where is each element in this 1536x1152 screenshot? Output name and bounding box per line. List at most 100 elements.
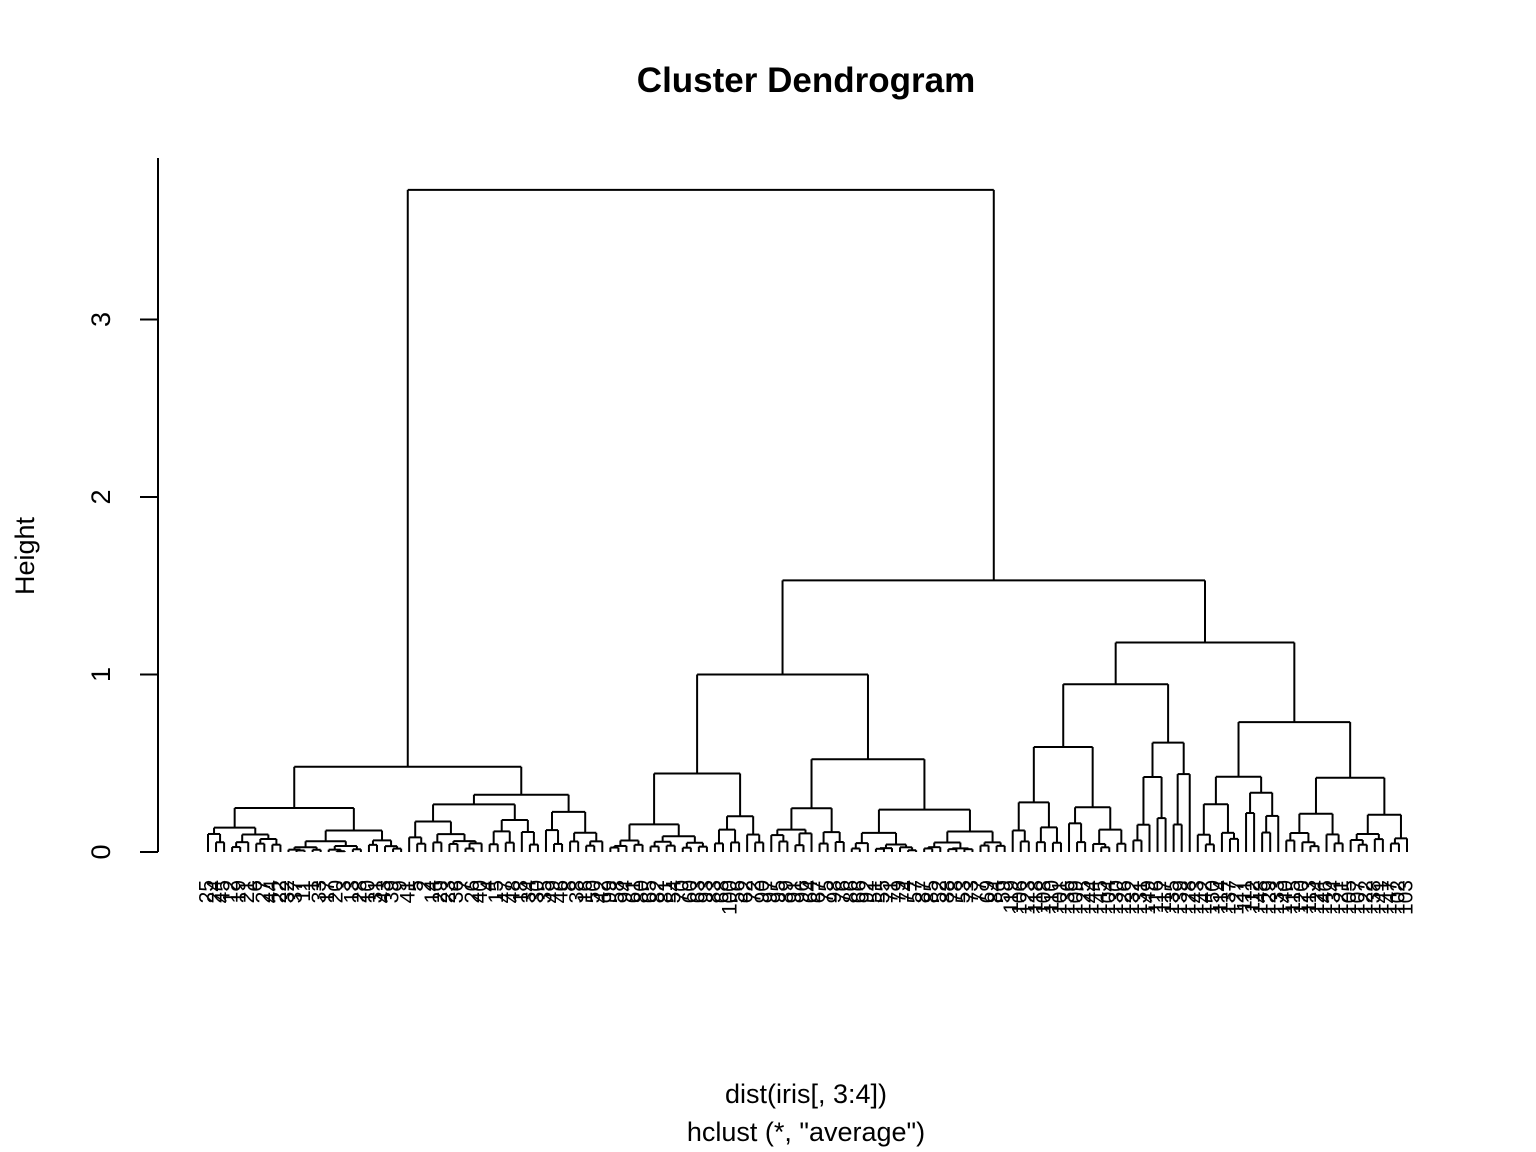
leaf-label: 126 <box>1113 880 1136 915</box>
leaf-label: 5 <box>405 880 428 892</box>
leaf-label: 121 <box>1330 880 1353 915</box>
leaf-label: 24 <box>204 880 227 904</box>
leaf-label: 49 <box>542 880 565 903</box>
leaf-label: 39 <box>381 880 404 903</box>
leaf-label: 48 <box>501 880 524 903</box>
leaf-label: 97 <box>759 880 782 903</box>
leaf-label: 26 <box>461 880 484 903</box>
leaf-label: 108 <box>1032 880 1055 915</box>
leaf-label: 82 <box>646 880 669 903</box>
leaf-label: 141 <box>1370 880 1393 915</box>
leaf-label: 137 <box>1218 880 1241 915</box>
leaf-label: 134 <box>1322 880 1345 915</box>
leaf-label: 113 <box>1298 880 1321 913</box>
leaf-label: 67 <box>807 880 830 903</box>
leaf-label: 87 <box>912 880 935 903</box>
leaf-label: 101 <box>1049 880 1072 915</box>
leaf-label: 25 <box>196 880 219 903</box>
leaf-label: 86 <box>839 880 862 903</box>
leaf-label: 8 <box>558 880 581 892</box>
leaf-label: 102 <box>1386 880 1409 915</box>
leaf-label: 143 <box>1185 880 1208 915</box>
leaf-label: 122 <box>1354 880 1377 915</box>
leaf-label: 147 <box>1378 880 1401 915</box>
dendrogram-tree <box>207 188 1408 853</box>
leaf-label: 10 <box>356 880 379 903</box>
leaf-label: 93 <box>694 880 717 903</box>
leaf-label: 33 <box>308 880 331 903</box>
leaf-label: 90 <box>751 880 774 903</box>
leaf-label: 70 <box>670 880 693 903</box>
leaf-label: 37 <box>284 880 307 903</box>
leaf-label: 77 <box>968 880 991 903</box>
leaf-label: 106 <box>1008 880 1031 915</box>
method-subtitle: hclust (*, "average") <box>687 1117 925 1147</box>
leaf-label: 127 <box>1226 880 1249 915</box>
leaf-label: 112 <box>1242 880 1265 913</box>
leaf-label: 138 <box>1362 880 1385 915</box>
leaf-label: 47 <box>493 880 516 903</box>
leaf-label: 35 <box>534 880 557 903</box>
chart-title: Cluster Dendrogram <box>637 61 975 100</box>
leaf-label: 23 <box>437 880 460 903</box>
leaf-label: 83 <box>703 880 726 903</box>
leaf-label: 21 <box>236 880 259 903</box>
leaf-label: 60 <box>678 880 701 903</box>
leaf-label: 116 <box>1145 880 1168 913</box>
leaf-label: 9 <box>389 880 412 892</box>
y-axis-label: Height <box>10 516 40 595</box>
leaf-label: 120 <box>1290 880 1313 915</box>
leaf-label: 64 <box>799 880 822 904</box>
leaf-label: 96 <box>791 880 814 903</box>
leaf-label: 81 <box>654 880 677 903</box>
leaf-label: 56 <box>727 880 750 903</box>
leaf-label: 15 <box>485 880 508 903</box>
leaf-label: 123 <box>1016 880 1039 915</box>
leaf-label: 52 <box>928 880 951 903</box>
leaf-label: 28 <box>348 880 371 903</box>
leaf-label: 150 <box>1201 880 1224 915</box>
leaf-label: 11 <box>292 880 315 902</box>
leaf-label: 62 <box>735 880 758 903</box>
leaf-label: 98 <box>823 880 846 903</box>
leaf-label: 18 <box>509 880 532 903</box>
leaf-label: 105 <box>1338 880 1361 915</box>
leaf-label: 149 <box>1137 880 1160 915</box>
leaf-label: 34 <box>517 880 540 904</box>
leaf-label: 148 <box>1250 880 1273 915</box>
leaf-label: 38 <box>566 880 589 903</box>
y-tick-label: 0 <box>86 844 116 859</box>
leaf-label: 65 <box>638 880 661 903</box>
leaf-label: 29 <box>429 880 452 903</box>
leaf-label: 50 <box>582 880 605 903</box>
leaf-label: 6 <box>244 880 267 892</box>
leaf-label: 89 <box>775 880 798 903</box>
leaf-label: 76 <box>831 880 854 903</box>
leaf-label: 27 <box>252 880 275 903</box>
leaf-label: 14 <box>421 880 444 904</box>
leaf-label: 61 <box>622 880 645 903</box>
leaf-label: 129 <box>1258 880 1281 915</box>
leaf-label: 66 <box>847 880 870 903</box>
leaf-label: 53 <box>952 880 975 903</box>
leaf-label: 3 <box>332 880 355 892</box>
leaf-label: 63 <box>686 880 709 903</box>
leaf-label: 22 <box>268 880 291 903</box>
leaf-label: 19 <box>228 880 251 903</box>
leaf-label: 16 <box>574 880 597 903</box>
leaf-label: 109 <box>1065 880 1088 915</box>
leaf-label: 69 <box>976 880 999 903</box>
leaf-label: 57 <box>904 880 927 903</box>
leaf-label: 41 <box>397 880 420 903</box>
leaf-label: 132 <box>1121 880 1144 915</box>
leaf-label: 114 <box>1209 880 1232 914</box>
leaf-labels: 2524451219216274422323711133172031328103… <box>196 880 1418 915</box>
leaf-label: 43 <box>373 880 396 903</box>
leaf-label: 31 <box>365 880 388 903</box>
leaf-label: 103 <box>1395 880 1418 915</box>
leaf-label: 133 <box>1266 880 1289 915</box>
leaf-label: 135 <box>1161 880 1184 915</box>
leaf-label: 142 <box>1193 880 1216 915</box>
leaf-label: 139 <box>1169 880 1192 915</box>
